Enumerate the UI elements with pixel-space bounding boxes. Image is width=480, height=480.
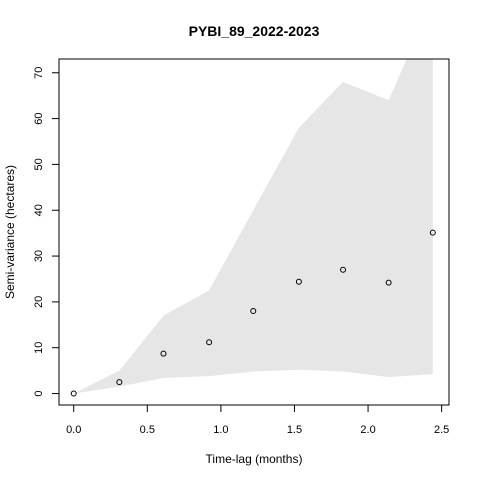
data-points-layer	[70, 229, 436, 397]
x-tick-label: 1.0	[213, 424, 228, 436]
data-point	[206, 339, 213, 346]
y-tick-label: 40	[33, 204, 45, 216]
data-point	[116, 379, 123, 386]
x-axis: 0.0 0.5 1.0 1.5 2.0 2.5	[66, 404, 449, 436]
y-tick-label: 60	[33, 112, 45, 124]
data-point	[340, 266, 347, 273]
data-point	[250, 308, 257, 315]
y-axis: 0 10 20 30 40 50 60 70	[33, 67, 60, 397]
y-tick-label: 50	[33, 158, 45, 170]
confidence-envelope-layer	[73, 59, 433, 394]
x-tick-label: 0.0	[66, 424, 81, 436]
data-point	[160, 350, 167, 357]
x-tick-label: 0.5	[140, 424, 155, 436]
y-axis-label: Semi-variance (hectares)	[3, 165, 17, 299]
data-point	[385, 279, 392, 286]
x-tick-label: 2.5	[434, 424, 449, 436]
data-point	[70, 390, 77, 397]
y-tick-label: 30	[33, 250, 45, 262]
y-tick-label: 10	[33, 342, 45, 354]
x-tick-label: 2.0	[360, 424, 375, 436]
confidence-envelope	[73, 59, 433, 394]
y-tick-label: 0	[33, 390, 45, 396]
x-axis-label: Time-lag (months)	[206, 452, 303, 466]
x-tick-label: 1.5	[287, 424, 302, 436]
y-tick-label: 70	[33, 67, 45, 79]
plot-frame	[58, 58, 450, 406]
chart-title: PYBI_89_2022-2023	[189, 23, 320, 39]
y-tick-label: 20	[33, 296, 45, 308]
data-point	[429, 229, 436, 236]
data-point	[295, 278, 302, 285]
